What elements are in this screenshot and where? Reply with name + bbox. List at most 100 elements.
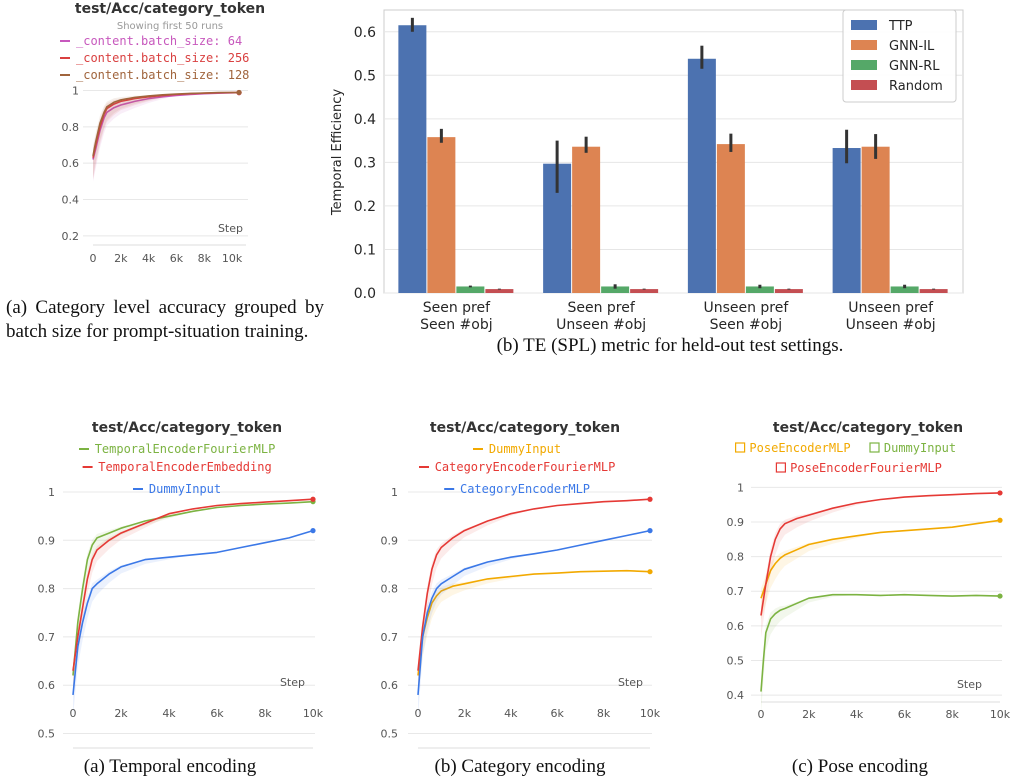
y-axis-label: Temporal Efficiency: [330, 89, 345, 217]
x-tick-label: 10k: [990, 708, 1011, 721]
bar: [572, 146, 601, 293]
x-tick-label: 2k: [114, 707, 128, 720]
bar: [890, 286, 919, 293]
y-tick-label: 0.8: [727, 551, 745, 564]
series-end-point: [647, 569, 653, 575]
series-line: [417, 569, 651, 676]
x-tick-label: 8k: [946, 708, 960, 721]
bar: [427, 137, 456, 293]
y-tick-label: 0.0: [354, 286, 376, 302]
x-tick-label: 2k: [114, 252, 128, 265]
y-tick-label: 0.4: [62, 194, 80, 207]
x-tick-label: 2k: [802, 708, 816, 721]
x-axis-label: Step: [957, 678, 982, 691]
chart-title: test/Acc/category_token: [773, 420, 963, 436]
caption-b-top: (b) TE (SPL) metric for held-out test se…: [496, 335, 844, 356]
y-tick-label: 0.6: [381, 679, 399, 692]
y-tick-label: 0.2: [354, 199, 376, 215]
legend-label: GNN-RL: [889, 59, 940, 74]
legend-label: PoseEncoderMLP: [749, 441, 850, 455]
y-tick-label: 0.7: [727, 585, 745, 598]
y-tick-label: 0.5: [727, 654, 745, 667]
legend-label: TemporalEncoderFourierMLP: [95, 442, 276, 456]
y-tick-label: 0.9: [727, 516, 745, 529]
x-tick-label: 0: [90, 252, 97, 265]
y-tick-label: 0.6: [727, 620, 745, 633]
legend-swatch: [851, 20, 877, 30]
legend-label: _content.batch_size: 256: [76, 51, 249, 65]
y-tick-label: 1: [48, 486, 55, 499]
x-tick-label: 6k: [170, 252, 184, 265]
x-tick-label: 8k: [597, 707, 611, 720]
x-tick-label: Unseen pref: [703, 300, 789, 316]
series-line: [72, 529, 314, 695]
caption-a-top: (a) Category level accuracy grouped by b…: [6, 297, 324, 342]
bar: [485, 289, 514, 293]
x-tick-label: Seen pref: [423, 300, 491, 316]
series-band: [761, 492, 1000, 638]
y-tick-label: 0.9: [381, 534, 399, 547]
x-tick-label: 10k: [640, 707, 661, 720]
x-tick-label: 0: [70, 707, 77, 720]
x-tick-label: 4k: [142, 252, 156, 265]
legend-marker: [869, 442, 880, 453]
x-tick-label: 0: [758, 708, 765, 721]
legend-label: DummyInput: [489, 442, 561, 456]
bar: [687, 58, 716, 293]
series-line: [760, 519, 1001, 599]
series-end-point: [997, 490, 1003, 496]
legend-label: TemporalEncoderEmbedding: [98, 460, 271, 474]
series-line: [417, 498, 651, 671]
x-axis-label: Step: [280, 676, 305, 689]
y-tick-label: 0.5: [38, 728, 56, 741]
legend-swatch: [851, 80, 877, 90]
y-tick-label: 0.6: [354, 25, 376, 41]
legend-marker: [775, 462, 787, 473]
x-tick-label: 2k: [458, 707, 472, 720]
x-tick-label: Unseen pref: [848, 300, 934, 316]
y-tick-label: 0.2: [62, 230, 80, 243]
chart-title: test/Acc/category_token: [92, 420, 282, 436]
y-tick-label: 0.5: [354, 68, 376, 84]
y-tick-label: 0.8: [381, 583, 399, 596]
series-band: [761, 520, 1000, 621]
bar: [456, 286, 485, 293]
legend-label: TTP: [888, 19, 913, 34]
x-tick-label: 6k: [210, 707, 224, 720]
bar: [861, 146, 890, 293]
chart-subtitle: Showing first 50 runs: [117, 21, 223, 32]
legend-label: DummyInput: [149, 482, 221, 496]
x-tick-label: 8k: [198, 252, 212, 265]
legend-swatch: [851, 40, 877, 50]
y-tick-label: 0.7: [381, 631, 399, 644]
legend-label: Random: [889, 79, 943, 94]
bar: [601, 286, 630, 293]
legend-label: DummyInput: [884, 441, 956, 455]
legend-label: PoseEncoderFourierMLP: [790, 461, 942, 475]
legend-label: _content.batch_size: 128: [76, 68, 249, 82]
x-tick-label: 10k: [222, 252, 243, 265]
series-line: [760, 492, 1001, 616]
legend-label: GNN-IL: [889, 39, 935, 54]
series-line: [72, 500, 314, 676]
x-tick-label: 0: [415, 707, 422, 720]
bar: [745, 286, 774, 293]
y-tick-label: 0.9: [38, 534, 56, 547]
x-tick-label: Seen #obj: [710, 317, 783, 333]
bar: [774, 289, 803, 293]
y-tick-label: 0.8: [38, 583, 56, 596]
x-axis-label: Step: [218, 222, 243, 235]
y-tick-label: 0.1: [354, 242, 376, 258]
bar: [832, 148, 861, 293]
y-tick-label: 0.5: [381, 728, 399, 741]
x-tick-label: Seen #obj: [420, 317, 493, 333]
y-tick-label: 1: [72, 84, 79, 97]
x-tick-label: 8k: [258, 707, 272, 720]
legend-marker: [734, 442, 746, 453]
